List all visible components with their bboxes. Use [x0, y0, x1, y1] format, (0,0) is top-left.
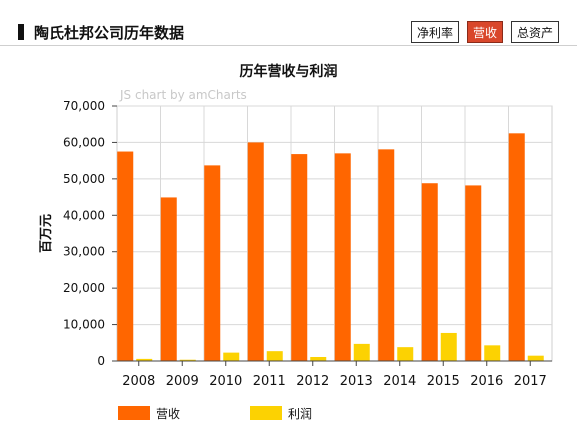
bar-profit[interactable] [484, 345, 501, 361]
bar-revenue[interactable] [378, 149, 395, 361]
chart-watermark[interactable]: JS chart by amCharts [120, 88, 247, 102]
y-tick-label: 20,000 [63, 281, 105, 295]
chart-title: 历年营收与利润 [239, 64, 338, 80]
y-tick-label: 30,000 [63, 245, 105, 259]
tab-revenue[interactable]: 营收 [466, 21, 503, 43]
legend-item-revenue[interactable]: 营收 [118, 404, 180, 422]
bar-revenue[interactable] [421, 183, 438, 361]
x-tick-label: 2012 [296, 374, 329, 389]
bar-revenue[interactable] [291, 154, 308, 361]
tab-net-margin[interactable]: 净利率 [410, 21, 459, 43]
legend-label-revenue: 营收 [156, 406, 181, 421]
bar-profit[interactable] [440, 332, 457, 361]
x-tick-label: 2013 [340, 374, 373, 389]
x-tick-label: 2015 [427, 374, 460, 389]
y-tick-label: 70,000 [63, 99, 105, 113]
bar-profit[interactable] [136, 358, 153, 361]
bar-revenue[interactable] [465, 185, 482, 361]
bar-profit[interactable] [223, 352, 240, 361]
y-tick-label: 40,000 [63, 208, 105, 222]
y-tick-label: 0 [97, 354, 105, 368]
y-axis-label: 百万元 [39, 214, 54, 253]
bar-profit[interactable] [266, 351, 283, 361]
bar-profit[interactable] [179, 359, 196, 361]
x-tick-label: 2009 [166, 374, 199, 389]
y-tick-label: 50,000 [63, 172, 105, 186]
bar-revenue[interactable] [334, 153, 351, 361]
legend-item-profit[interactable]: 利润 [250, 404, 312, 422]
x-tick-label: 2011 [253, 374, 286, 389]
bar-revenue[interactable] [247, 142, 264, 361]
bar-revenue[interactable] [160, 197, 177, 361]
metric-tabs: 净利率 营收 总资产 [410, 21, 559, 43]
bar-profit[interactable] [353, 343, 370, 361]
x-tick-label: 2014 [383, 374, 416, 389]
page-title: 陶氏杜邦公司历年数据 [34, 24, 185, 42]
legend-swatch-revenue [118, 406, 150, 420]
x-tick-label: 2017 [514, 374, 547, 389]
legend-label-profit: 利润 [288, 406, 313, 421]
tab-total-assets[interactable]: 总资产 [510, 21, 559, 43]
x-tick-label: 2016 [470, 374, 503, 389]
bar-revenue[interactable] [117, 151, 134, 361]
title-marker [18, 24, 24, 40]
bar-profit[interactable] [527, 355, 544, 361]
bar-profit[interactable] [397, 347, 414, 361]
page-header: 陶氏杜邦公司历年数据 净利率 营收 总资产 [0, 0, 577, 46]
y-tick-label: 10,000 [63, 318, 105, 332]
legend-swatch-profit [250, 406, 282, 420]
x-tick-label: 2010 [209, 374, 242, 389]
y-tick-label: 60,000 [63, 135, 105, 149]
bar-revenue[interactable] [204, 165, 221, 361]
bar-revenue[interactable] [508, 133, 525, 361]
bar-profit[interactable] [310, 356, 327, 361]
x-tick-label: 2008 [122, 374, 155, 389]
